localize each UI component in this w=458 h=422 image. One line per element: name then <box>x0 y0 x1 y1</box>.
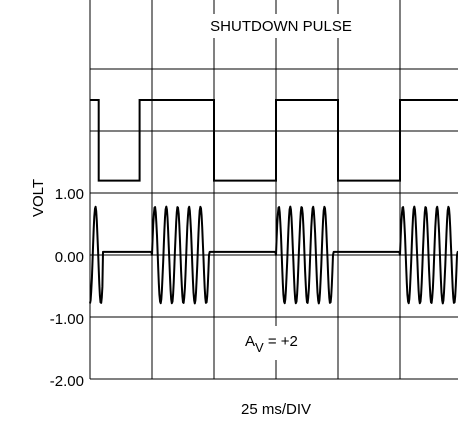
gain-annotation: AV = +2 <box>245 333 298 355</box>
y-axis-label: VOLT <box>30 179 47 217</box>
output-waveform-trace <box>89 205 458 305</box>
y-tick-label: -1.00 <box>50 311 84 328</box>
y-tick-label: 1.00 <box>55 186 84 203</box>
x-axis-label: 25 ms/DIV <box>241 401 311 418</box>
y-tick-label: 0.00 <box>55 249 84 266</box>
y-tick-label: -2.00 <box>50 373 84 390</box>
grid <box>89 0 458 380</box>
shutdown-pulse-trace <box>90 99 458 182</box>
chart-title: SHUTDOWN PULSE <box>210 18 352 35</box>
